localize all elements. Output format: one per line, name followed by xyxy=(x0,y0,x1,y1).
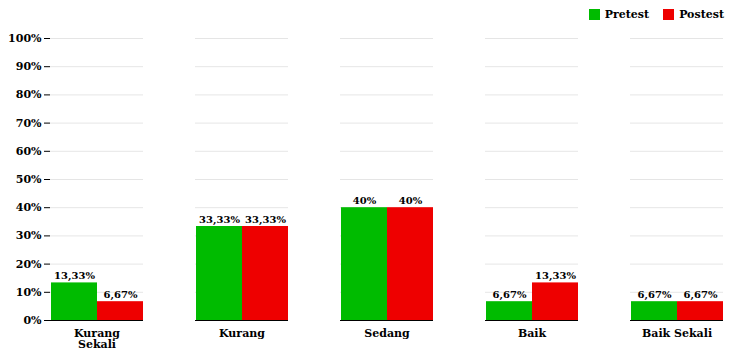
svg-text:6,67%: 6,67% xyxy=(638,289,672,301)
svg-text:20%: 20% xyxy=(16,258,42,271)
svg-text:0%: 0% xyxy=(23,314,42,327)
svg-text:40%: 40% xyxy=(353,195,377,206)
svg-text:100%: 100% xyxy=(8,32,42,45)
svg-text:30%: 30% xyxy=(16,229,42,242)
svg-text:13,33%: 13,33% xyxy=(54,270,95,282)
svg-text:50%: 50% xyxy=(16,173,42,186)
svg-text:10%: 10% xyxy=(16,286,42,299)
svg-text:40%: 40% xyxy=(399,195,423,206)
svg-text:Baik Sekali: Baik Sekali xyxy=(642,327,712,340)
svg-text:33,33%: 33,33% xyxy=(199,214,240,226)
svg-text:13,33%: 13,33% xyxy=(535,270,576,282)
svg-text:60%: 60% xyxy=(16,145,42,158)
svg-text:33,33%: 33,33% xyxy=(245,214,286,226)
html-text:Pretest: Pretest xyxy=(604,7,650,21)
svg-text:40%: 40% xyxy=(16,201,42,214)
svg-text:70%: 70% xyxy=(16,117,42,130)
svg-text:6,67%: 6,67% xyxy=(104,289,138,301)
svg-text:6,67%: 6,67% xyxy=(493,289,527,301)
svg-text:KurangSekali: KurangSekali xyxy=(74,327,120,351)
svg-text:Baik: Baik xyxy=(518,327,547,340)
svg-text:80%: 80% xyxy=(16,88,42,101)
svg-text:Kurang: Kurang xyxy=(219,327,265,340)
svg-text:6,67%: 6,67% xyxy=(684,289,718,301)
svg-text:90%: 90% xyxy=(16,60,42,73)
html-text:Postest: Postest xyxy=(679,7,724,21)
svg-text:Sedang: Sedang xyxy=(364,327,410,340)
